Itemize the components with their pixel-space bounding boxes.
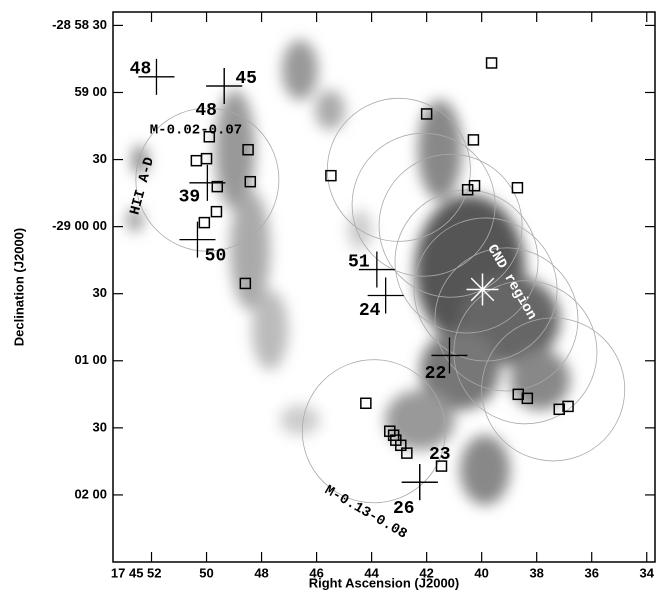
- square-marker: [401, 447, 413, 459]
- square-marker: [467, 134, 480, 146]
- source-cross: [179, 221, 216, 258]
- x-tick-label: 48: [254, 565, 268, 580]
- square-marker: [190, 154, 203, 167]
- source-label: 50: [205, 246, 227, 266]
- y-tick-label: 02 00: [74, 486, 107, 501]
- square-marker: [200, 152, 213, 165]
- square-marker: [461, 183, 474, 196]
- y-tick-label: 30: [93, 151, 107, 166]
- square-marker: [211, 180, 224, 193]
- beam-circle: [301, 359, 446, 504]
- square-marker: [562, 400, 574, 413]
- square-marker: [244, 175, 257, 188]
- square-marker: [360, 397, 372, 410]
- x-axis-label: Right Ascension (J2000): [309, 575, 460, 590]
- x-tick-label: 42: [419, 565, 433, 580]
- source-cross: [206, 68, 243, 105]
- source-label: 22: [425, 364, 447, 384]
- x-tick-label: 50: [199, 565, 213, 580]
- square-marker: [521, 392, 534, 405]
- source-label: 51: [348, 252, 370, 272]
- source-cross: [358, 251, 395, 288]
- square-marker: [210, 205, 223, 218]
- y-tick-label: 30: [93, 419, 107, 434]
- source-cross: [189, 164, 226, 201]
- source-label: 45: [235, 69, 257, 89]
- y-tick-label: -29 00 00: [52, 218, 107, 233]
- beam-circle: [326, 97, 471, 242]
- source-cross: [401, 464, 438, 501]
- square-marker: [198, 216, 211, 229]
- square-marker: [512, 388, 525, 401]
- beam-circle: [351, 132, 496, 277]
- beam-circle: [413, 217, 558, 362]
- x-tick-label: 36: [584, 565, 598, 580]
- square-marker: [242, 143, 254, 156]
- star-marker: [466, 273, 499, 306]
- source-label: 24: [359, 301, 381, 321]
- y-tick-label: 30: [93, 285, 107, 300]
- square-marker: [239, 277, 252, 290]
- square-marker: [325, 169, 337, 182]
- source-label: 39: [179, 188, 201, 208]
- beam-circle: [481, 317, 626, 462]
- source-label: 48: [195, 101, 217, 121]
- source-label: 26: [393, 499, 415, 519]
- source-cross: [431, 337, 468, 374]
- y-tick-label: 59 00: [74, 84, 107, 99]
- square-marker: [511, 181, 524, 194]
- square-marker: [485, 57, 498, 69]
- beam-circle: [453, 280, 598, 425]
- y-tick-label: -28 58 30: [52, 17, 107, 32]
- y-tick-label: 01 00: [74, 352, 107, 367]
- annotation: HII A-D: [127, 156, 158, 217]
- square-marker: [395, 439, 407, 452]
- beam-circle: [434, 247, 579, 392]
- x-tick-label: 40: [474, 565, 488, 580]
- y-axis-label: Declination (J2000): [11, 228, 26, 347]
- x-tick-label: 34: [640, 565, 655, 580]
- square-marker: [203, 131, 216, 143]
- source-label: 23: [429, 445, 451, 465]
- x-tick-label: 38: [529, 565, 543, 580]
- x-tick-label: 44: [364, 565, 379, 580]
- square-marker: [384, 425, 396, 437]
- square-marker: [553, 403, 566, 416]
- square-marker: [420, 108, 433, 120]
- x-tick-label: 46: [309, 565, 323, 580]
- beam-circle: [394, 189, 539, 334]
- beam-circle: [135, 107, 280, 252]
- source-cross: [138, 58, 175, 95]
- annotation: M-0.02-0.07: [150, 123, 242, 139]
- x-tick-label: 17 45 52: [111, 565, 162, 580]
- source-cross: [367, 277, 404, 314]
- square-marker: [468, 179, 481, 192]
- beam-circle: [378, 153, 523, 298]
- square-marker: [435, 460, 448, 472]
- source-label: 48: [130, 60, 152, 80]
- plot-frame: [112, 11, 656, 563]
